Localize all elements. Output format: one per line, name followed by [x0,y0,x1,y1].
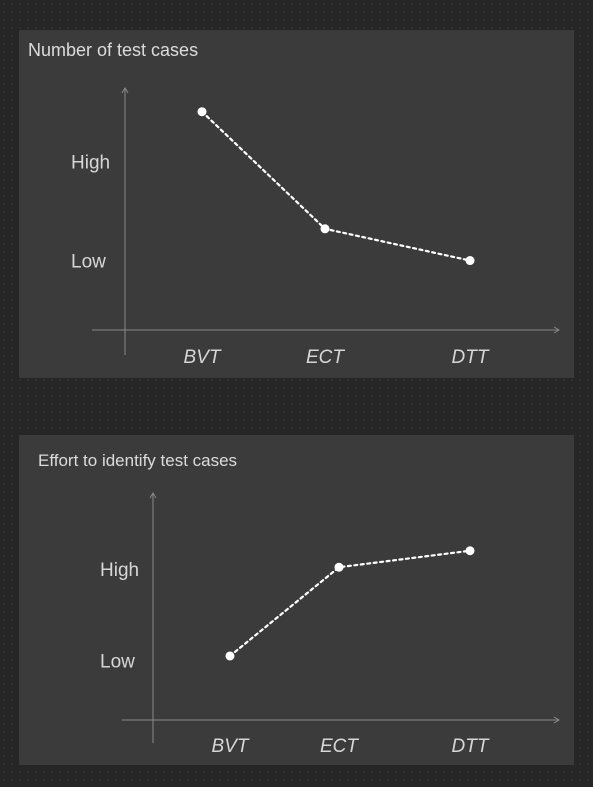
chart-panel-number-of-test-cases: Number of test cases Low High BVT ECT DTT [19,30,574,378]
data-point-bvt [197,107,207,117]
y-tick-label-low: Low [100,652,135,673]
data-point-ect [334,562,344,572]
chart-plot-effort-to-identify-test-cases: Low High BVT ECT DTT [100,492,560,757]
x-tick-label-dtt: DTT [452,736,490,757]
chart-title: Effort to identify test cases [38,451,238,470]
x-axis-arrow [553,326,560,334]
y-axis-arrow [121,87,129,94]
x-axis-arrow [553,716,560,724]
y-tick-label-high: High [71,152,110,173]
chart-panel-effort-to-identify-test-cases: Effort to identify test cases Low High BVT… [19,435,574,765]
x-tick-label-bvt: BVT [212,736,250,757]
series-line [200,110,472,262]
y-tick-label-high: High [100,560,139,581]
data-point-ect [320,224,330,234]
series-line [228,549,472,658]
x-tick-label-bvt: BVT [184,347,222,368]
y-axis-arrow [149,492,157,499]
chart-title: Number of test cases [28,40,199,60]
chart-plot-number-of-test-cases: Low High BVT ECT DTT [71,87,560,368]
data-point-dtt [465,546,475,556]
x-tick-label-ect: ECT [320,736,359,757]
y-tick-label-low: Low [71,252,106,273]
x-tick-label-ect: ECT [306,347,345,368]
data-point-bvt [225,651,235,661]
data-point-dtt [465,256,475,266]
x-tick-label-dtt: DTT [452,347,490,368]
